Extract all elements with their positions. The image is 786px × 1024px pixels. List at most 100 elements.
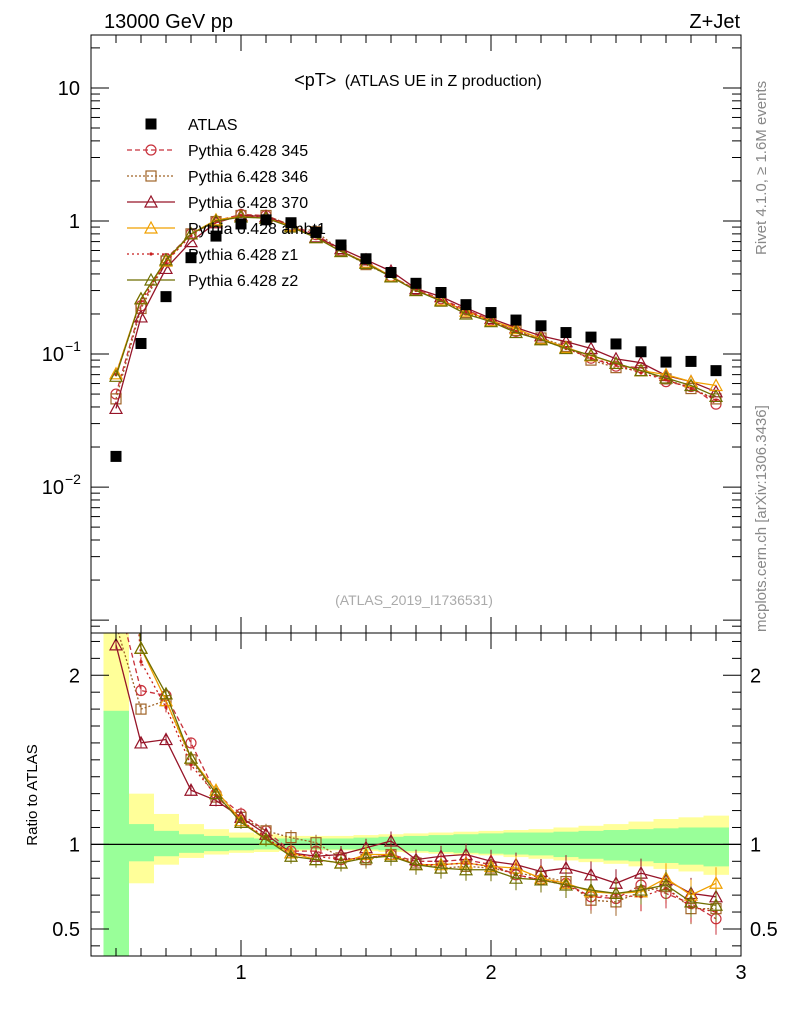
ratio-point	[164, 705, 168, 710]
series-point	[133, 291, 149, 305]
uncertainty-band-inner	[203, 835, 229, 852]
series-point	[664, 378, 668, 382]
ratio-point	[308, 852, 324, 866]
data-point	[160, 291, 172, 303]
y-tick-label: 10	[58, 78, 80, 100]
legend-entry: Pythia 6.428 346	[127, 169, 308, 186]
data-point	[660, 356, 672, 368]
legend-label: Pythia 6.428 z1	[188, 247, 298, 264]
series-point	[458, 303, 474, 317]
uncertainty-band-inner	[428, 835, 454, 852]
series-point	[158, 261, 174, 275]
series-point	[508, 325, 524, 339]
ratio-point	[408, 857, 424, 871]
uncertainty-band-inner	[703, 827, 729, 867]
series-point	[433, 293, 449, 307]
series-point	[633, 355, 649, 369]
data-point	[110, 450, 122, 462]
x-tick-label: 2	[485, 962, 496, 984]
series-point	[639, 371, 643, 375]
series-point	[408, 283, 424, 297]
legend-marker	[149, 252, 153, 256]
data-point	[710, 365, 722, 377]
analysis-watermark: (ATLAS_2019_I1736531)	[335, 592, 493, 608]
ratio-y-axis-label: Ratio to ATLAS	[24, 744, 41, 845]
ratio-point	[114, 319, 117, 322]
series-line	[115, 214, 717, 409]
ratio-point	[158, 732, 174, 746]
legend-marker	[145, 170, 157, 182]
series-point	[689, 386, 693, 391]
ratio-y-tick-label-right: 1	[750, 834, 761, 856]
y-tick-label-exponent: −2	[65, 471, 81, 487]
series-line	[115, 216, 717, 398]
mc-series	[110, 209, 722, 405]
ratio-point	[135, 703, 147, 715]
series-line	[115, 213, 717, 405]
series-point	[483, 314, 499, 328]
series-point	[658, 370, 674, 384]
data-point	[235, 218, 247, 230]
ratio-point	[110, 331, 122, 342]
data-point	[260, 214, 272, 226]
ratio-point	[310, 837, 322, 849]
uncertainty-band-inner	[103, 710, 129, 956]
y-tick-label: 10	[42, 344, 64, 366]
uncertainty-band-inner	[603, 830, 629, 861]
ratio-point	[558, 877, 574, 891]
ratio-point	[708, 898, 724, 911]
series-line	[115, 214, 717, 400]
ratio-point	[183, 783, 199, 796]
series-point	[533, 332, 549, 346]
ratio-point	[183, 750, 199, 764]
y-tick-label: 10	[42, 477, 64, 499]
data-point	[585, 331, 597, 343]
uncertainty-band-inner	[128, 824, 154, 862]
ratio-point	[139, 660, 143, 664]
ratio-point	[133, 640, 149, 654]
series-point	[108, 369, 124, 382]
mc-series	[108, 208, 724, 415]
ratio-y-tick-label-left: 0.5	[52, 919, 80, 941]
legend-label: Pythia 6.428 345	[188, 143, 308, 160]
ratio-point	[458, 862, 474, 876]
ratio-point	[133, 735, 149, 749]
ratio-point	[285, 832, 297, 844]
legend-marker	[143, 220, 159, 234]
data-point	[535, 320, 547, 332]
ratio-point	[683, 894, 699, 908]
ratio-point	[658, 877, 674, 891]
ratio-point	[708, 876, 724, 889]
ratio-point	[633, 882, 649, 896]
ratio-point	[608, 886, 624, 900]
ratio-point	[110, 297, 122, 308]
ratio-line	[139, 633, 717, 906]
uncertainty-band-inner	[478, 833, 504, 854]
mc-series	[114, 214, 718, 402]
atlas-data	[110, 214, 722, 462]
y-tick-label: 1	[69, 211, 80, 233]
series-line	[115, 215, 717, 401]
data-point	[360, 253, 372, 265]
mc-series	[108, 209, 724, 403]
series-point	[108, 366, 124, 380]
data-point	[435, 287, 447, 299]
data-point	[135, 337, 147, 349]
legend-entry: Pythia 6.428 345	[127, 143, 308, 160]
series-point	[110, 393, 122, 405]
mcplots-reference-label: mcplots.cern.ch [arXiv:1306.3436]	[753, 405, 770, 632]
y-tick-label-exponent: −1	[65, 338, 81, 354]
ratio-point	[383, 848, 399, 862]
ratio-point	[533, 872, 549, 886]
series-point	[108, 401, 124, 415]
ratio-point	[283, 848, 299, 862]
header-collision: 13000 GeV pp	[104, 11, 233, 33]
series-point	[183, 234, 199, 248]
data-point	[635, 346, 647, 358]
legend-entry: Pythia 6.428 z1	[127, 247, 298, 264]
legend-marker	[143, 272, 159, 286]
rivet-version-label: Rivet 4.1.0, ≥ 1.6M events	[753, 81, 770, 255]
ratio-line	[138, 633, 717, 913]
data-point	[310, 226, 322, 238]
